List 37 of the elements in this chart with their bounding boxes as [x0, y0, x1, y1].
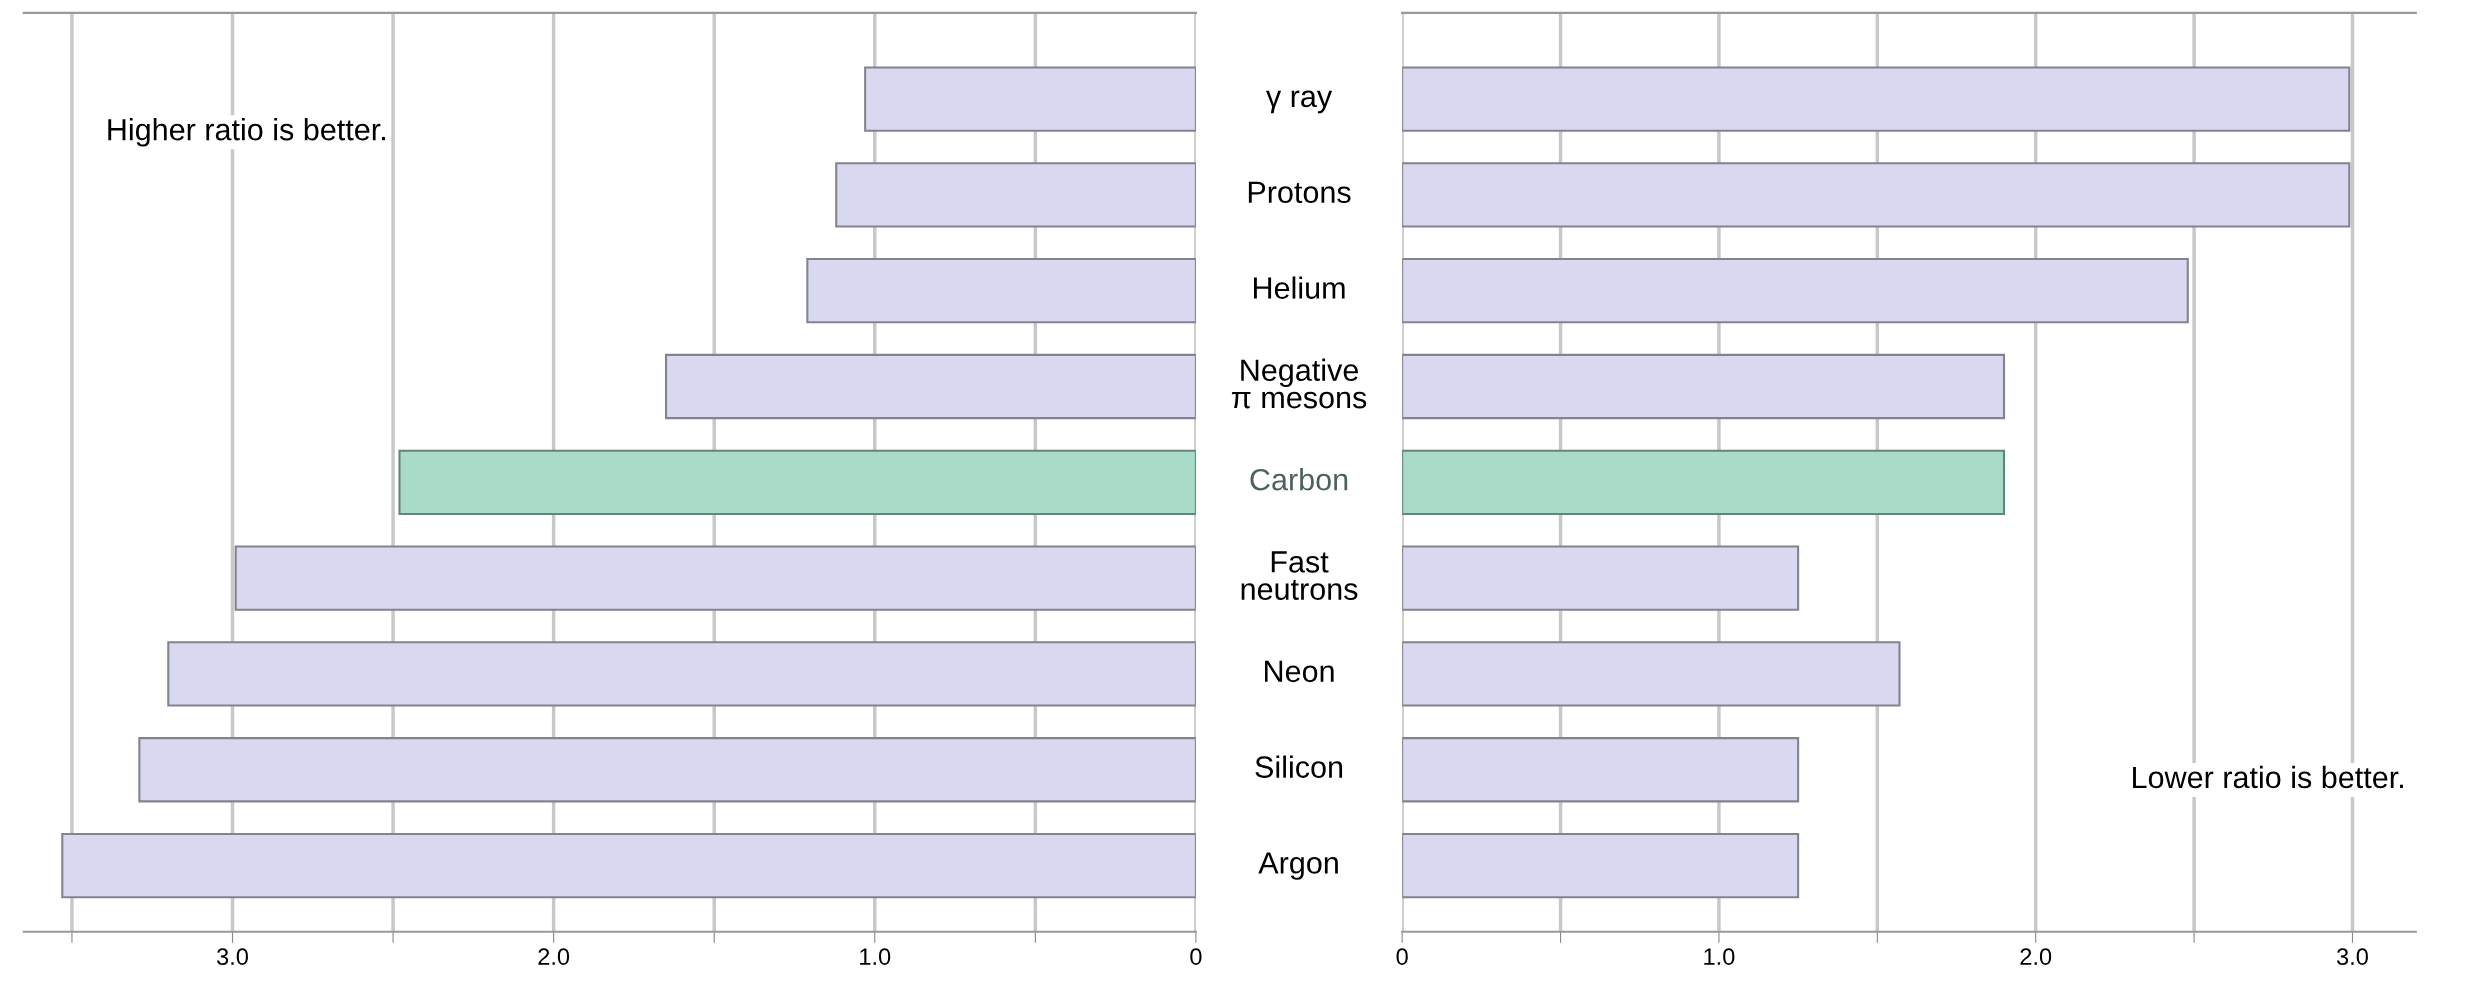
x-tick-label: 3.0 [2336, 948, 2368, 965]
bar [1402, 66, 2351, 132]
y-tick-label: Neon [1265, 660, 1334, 683]
y-tick-label: Protons [1248, 181, 1351, 204]
bar [1402, 832, 1800, 899]
x-tick-label: 0 [1396, 948, 1408, 965]
x-tick-label: 2.0 [2020, 948, 2052, 965]
y-tick-label: Negative π mesons [1231, 358, 1367, 409]
y-tick-label: Helium [1254, 276, 1345, 299]
bar [1402, 258, 2189, 324]
bar [1402, 737, 1800, 803]
bar [138, 737, 1196, 803]
bar [1402, 162, 2351, 228]
annotation: Higher ratio is better. [108, 118, 385, 147]
bar [665, 353, 1196, 420]
x-tick-label: 1.0 [1704, 948, 1735, 965]
x-tick-label: 0 [1190, 948, 1202, 965]
bar [835, 162, 1196, 228]
y-tick-label: Carbon [1250, 468, 1348, 491]
x-tick-label: 1.0 [860, 948, 891, 965]
bar [864, 66, 1196, 132]
bar [1402, 545, 1800, 611]
bar [806, 258, 1196, 324]
y-tick-label: Fast neutrons [1241, 551, 1358, 601]
bar [1402, 641, 1901, 707]
y-tick-label: Silicon [1255, 755, 1343, 778]
bar [234, 545, 1196, 611]
bar [167, 641, 1196, 707]
x-tick-label: 3.0 [217, 948, 248, 965]
y-tick-label: Argon [1258, 852, 1338, 880]
bar [1402, 353, 2006, 420]
bar [61, 832, 1196, 899]
bar [1402, 449, 2006, 515]
annotation: Lower ratio is better. [2133, 765, 2403, 789]
bar [398, 449, 1196, 515]
x-tick-label: 2.0 [538, 948, 570, 965]
y-tick-label: γ ray [1266, 90, 1333, 114]
